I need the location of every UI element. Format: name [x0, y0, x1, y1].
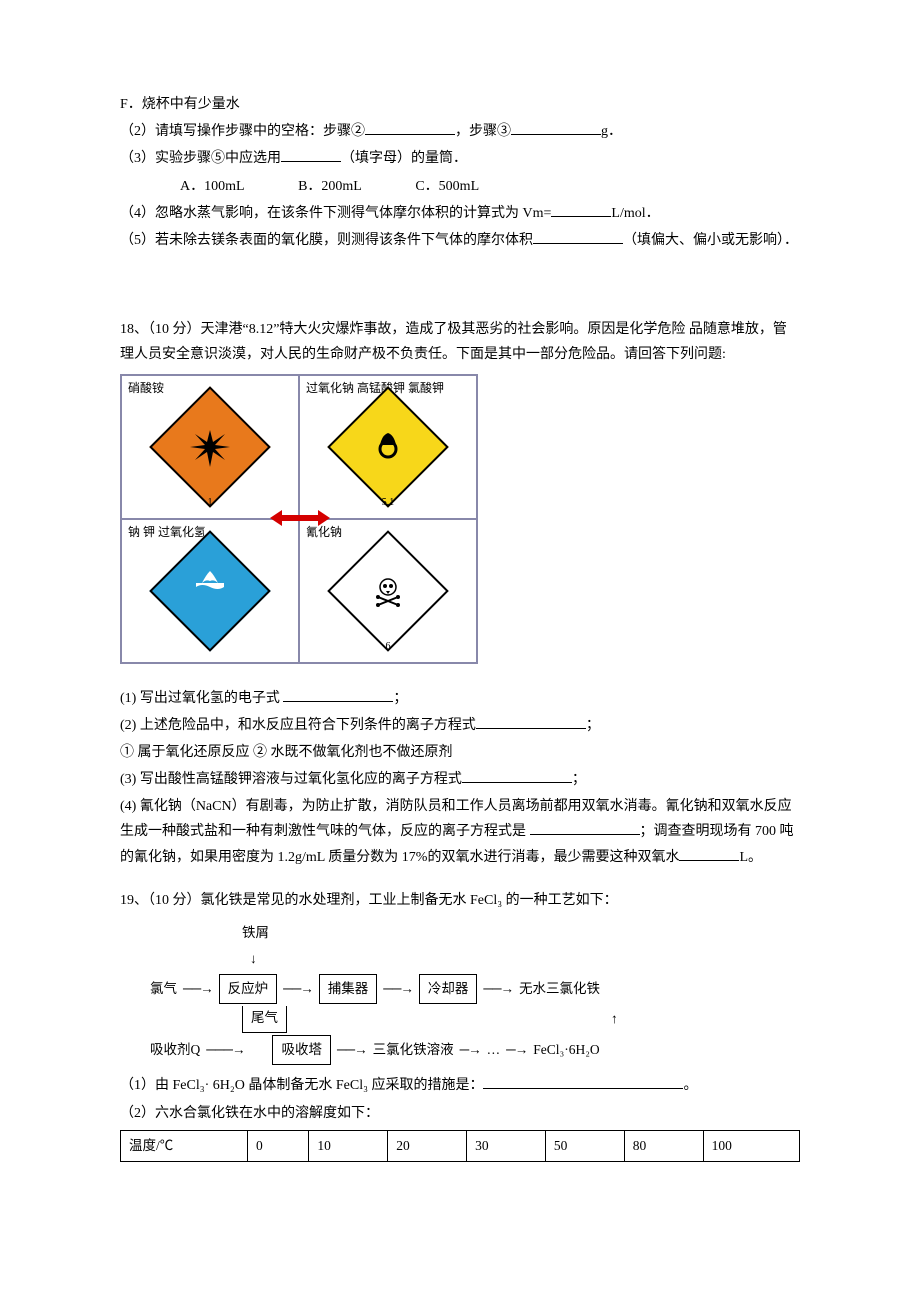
blank-volume[interactable]	[679, 846, 739, 861]
table-cell: 100	[703, 1130, 799, 1161]
flow-iron: 铁屑	[242, 921, 269, 945]
blank-step3[interactable]	[511, 120, 601, 135]
q17-p2-text3: g．	[601, 124, 622, 139]
table-cell: 50	[545, 1130, 624, 1161]
arrow-icon: ───→	[204, 1038, 246, 1062]
blank-bias[interactable]	[533, 229, 623, 244]
q18-p2: (2) 上述危险品中，和水反应且符合下列条件的离子方程式 ；	[120, 713, 800, 738]
flow-hydrate: FeCl₃·6H₂O	[533, 1038, 599, 1062]
flow-tower: 吸收塔	[272, 1035, 331, 1065]
arrow-icon: ──→	[281, 977, 315, 1001]
hazard-label-1: 硝酸铵	[128, 378, 164, 400]
q17-p2-text2: ，步骤③	[455, 124, 511, 139]
blank-ion1[interactable]	[476, 714, 586, 729]
hazard-cell-3: 钠 钾 过氧化氢	[121, 519, 299, 663]
q18-p3-text: (3) 写出酸性高锰酸钾溶液与过氧化氢化应的离子方程式	[120, 772, 462, 787]
opt-A[interactable]: A．100mL	[180, 174, 245, 199]
flow-reactor: 反应炉	[219, 974, 278, 1004]
q17-p4-text1: （4）忽略水蒸气影响，在该条件下测得气体摩尔体积的计算式为 Vm=	[120, 206, 551, 221]
table-cell: 0	[248, 1130, 309, 1161]
q19-head: 19、（10 分）氯化铁是常见的水处理剂，工业上制备无水 FeCl₃ 的一种工艺…	[120, 888, 800, 913]
table-cell: 30	[467, 1130, 546, 1161]
q18-p2b: ；	[586, 718, 600, 733]
hazard-cell-2: 过氧化钠 高锰酸钾 氯酸钾 5.1	[299, 375, 477, 519]
q17-p5-text1: （5）若未除去镁条表面的氧化膜，则测得该条件下气体的摩尔体积	[120, 233, 533, 248]
q18-head: 18、（10 分）天津港“8.12”特大火灾爆炸事故，造成了极其恶劣的社会影响。…	[120, 317, 800, 367]
q18-p1-text: (1) 写出过氧化氢的电子式	[120, 691, 283, 706]
arrow-icon: ─→	[458, 1038, 483, 1062]
oxidizer-icon	[327, 386, 449, 508]
q17-p5-text2: （填偏大、偏小或无影响）．	[623, 233, 798, 248]
q17-p3-text2: （填字母）的量筒．	[341, 151, 467, 166]
flow-cl2: 氯气	[150, 977, 177, 1001]
opt-B[interactable]: B．200mL	[298, 174, 362, 199]
q19-p1: （1）由 FeCl₃· 6H₂O 晶体制备无水 FeCl₃ 应采取的措施是： 。	[120, 1073, 800, 1098]
q17-p2: （2）请填写操作步骤中的空格：步骤② ，步骤③ g．	[120, 119, 800, 144]
q17-p2-text1: （2）请填写操作步骤中的空格：步骤②	[120, 124, 365, 139]
explosive-icon	[149, 386, 271, 508]
hazard-cell-4: 氰化钠 6	[299, 519, 477, 663]
q18-p4: (4) 氰化钠（NaCN）有剧毒，为防止扩散，消防队员和工作人员离场前都用双氧水…	[120, 794, 800, 870]
flow-anhydrous: 无水三氯化铁	[519, 977, 600, 1001]
red-arrow-icon	[270, 510, 330, 526]
blank-ion2[interactable]	[462, 768, 572, 783]
arrow-icon: ──→	[381, 977, 415, 1001]
flow-absorbQ: 吸收剂Q	[150, 1038, 200, 1062]
toxic-icon	[327, 530, 449, 652]
blank-ion3[interactable]	[530, 820, 640, 835]
q19-p1b: 。	[683, 1078, 697, 1093]
opt-C[interactable]: C．500mL	[415, 174, 479, 199]
blank-step2[interactable]	[365, 120, 455, 135]
q18-p1b: ；	[393, 691, 407, 706]
q19-p2: （2）六水合氯化铁在水中的溶解度如下：	[120, 1101, 800, 1126]
q17-p3-text1: （3）实验步骤⑤中应选用	[120, 151, 281, 166]
arrow-icon: ──→	[335, 1038, 369, 1062]
q17-p5: （5）若未除去镁条表面的氧化膜，则测得该条件下气体的摩尔体积 （填偏大、偏小或无影…	[120, 228, 800, 253]
q17-p4-text2: L/mol．	[611, 206, 659, 221]
arrow-icon: ──→	[181, 977, 215, 1001]
q18-p2-text: (2) 上述危险品中，和水反应且符合下列条件的离子方程式	[120, 718, 476, 733]
q17-options: A．100mL B．200mL C．500mL	[120, 174, 800, 199]
q17-F: F．烧杯中有少量水	[120, 92, 800, 117]
hazard-num-1: 1	[208, 494, 213, 512]
q18-p2c: ① 属于氧化还原反应 ② 水既不做氧化剂也不做还原剂	[120, 740, 800, 765]
table-cell: 80	[624, 1130, 703, 1161]
arrow-icon: ─→	[504, 1038, 529, 1062]
q19-p1-text: （1）由 FeCl₃· 6H₂O 晶体制备无水 FeCl₃ 应采取的措施是：	[120, 1078, 483, 1093]
hazard-label-2: 过氧化钠 高锰酸钾 氯酸钾	[306, 378, 444, 400]
flow-collector: 捕集器	[319, 974, 378, 1004]
water-reactive-icon	[149, 530, 271, 652]
q17-p4: （4）忽略水蒸气影响，在该条件下测得气体摩尔体积的计算式为 Vm= L/mol．	[120, 201, 800, 226]
down-arrow-icon: ↓	[250, 947, 257, 971]
flow-tailgas: 尾气	[242, 1006, 287, 1033]
blank-measure[interactable]	[483, 1074, 683, 1089]
hazard-num-2: 5.1	[382, 494, 395, 512]
arrow-icon: ──→	[481, 977, 515, 1001]
blank-cylinder[interactable]	[281, 147, 341, 162]
q18-p1: (1) 写出过氧化氢的电子式 ；	[120, 686, 800, 711]
q18-p4c: L。	[739, 850, 762, 865]
blank-vm[interactable]	[551, 202, 611, 217]
hazard-cell-1: 硝酸铵 1	[121, 375, 299, 519]
hazard-num-4: 6	[386, 638, 391, 656]
up-arrow-icon: ↑	[611, 1007, 618, 1031]
solubility-table: 温度/℃ 0 10 20 30 50 80 100	[120, 1130, 800, 1162]
flowchart: 铁屑 ↓ 氯气 ──→ 反应炉 ──→ 捕集器 ──→ 冷却器 ──→ 无水三氯…	[150, 921, 800, 1065]
table-row: 温度/℃ 0 10 20 30 50 80 100	[121, 1130, 800, 1161]
table-cell: 20	[388, 1130, 467, 1161]
q17-p3: （3）实验步骤⑤中应选用 （填字母）的量筒．	[120, 146, 800, 171]
q18-p3: (3) 写出酸性高锰酸钾溶液与过氧化氢化应的离子方程式 ；	[120, 767, 800, 792]
table-header: 温度/℃	[121, 1130, 248, 1161]
flow-cooler: 冷却器	[419, 974, 478, 1004]
table-cell: 10	[309, 1130, 388, 1161]
hazard-label-3: 钠 钾 过氧化氢	[128, 522, 206, 544]
flow-dots: …	[487, 1038, 501, 1062]
flow-soln: 三氯化铁溶液	[373, 1038, 454, 1062]
blank-electron[interactable]	[283, 687, 393, 702]
q18-p3b: ；	[572, 772, 586, 787]
